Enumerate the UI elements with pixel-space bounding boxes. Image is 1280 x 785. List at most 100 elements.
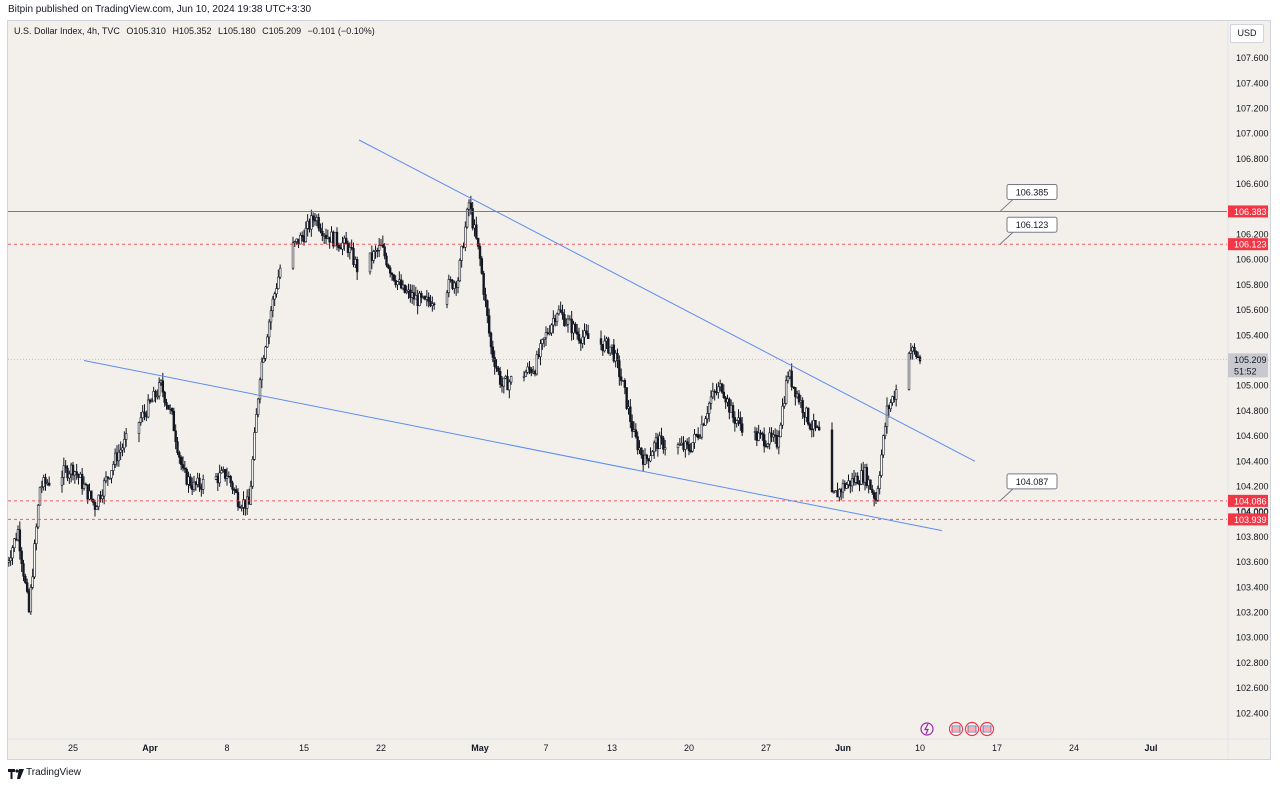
chart-frame: [7, 20, 1271, 760]
y-tick-label: 105.000: [1236, 381, 1269, 391]
published-by-text: Bitpin published on TradingView.com, Jun…: [8, 4, 312, 15]
candle-body: [652, 442, 656, 453]
candle-body: [799, 400, 803, 403]
candle-body: [779, 424, 782, 438]
x-tick-label: 7: [543, 743, 548, 753]
plot-area: [8, 139, 1227, 615]
candle-body: [909, 350, 913, 354]
candle-body: [16, 529, 20, 541]
candle-body: [159, 380, 163, 383]
candle-body: [410, 292, 414, 298]
y-tick-label: 103.600: [1236, 557, 1269, 567]
candle-body: [255, 414, 258, 433]
candle-body: [240, 507, 243, 509]
x-tick-label: 8: [224, 743, 229, 753]
candle-body: [484, 294, 487, 301]
candle-body: [709, 396, 713, 404]
candle-body: [102, 480, 106, 497]
candle-body: [581, 336, 584, 344]
candle-body: [233, 489, 236, 491]
candle-body: [508, 381, 511, 391]
candle-body: [548, 332, 551, 335]
candle-body: [618, 360, 621, 378]
candle-body: [194, 481, 198, 485]
candle-body: [310, 215, 313, 230]
candle-body: [335, 231, 339, 246]
candle-body: [275, 288, 278, 295]
candle-body: [863, 467, 867, 483]
candle-body: [706, 413, 709, 420]
candle-body: [124, 433, 128, 440]
candle-body: [698, 436, 702, 439]
candle-body: [256, 398, 260, 415]
tradingview-logo-icon: [8, 769, 24, 779]
candle-body: [839, 489, 843, 493]
candle-body: [783, 403, 786, 407]
candle-body: [113, 452, 117, 465]
candle-body: [355, 259, 359, 273]
candle-body: [689, 450, 693, 453]
candle-body: [139, 417, 143, 423]
candle-body: [112, 464, 115, 471]
candle-body: [907, 353, 911, 390]
candle-body: [322, 234, 326, 237]
candle-body: [500, 384, 504, 387]
currency-button[interactable]: USD: [1230, 24, 1264, 43]
candle-body: [330, 231, 333, 243]
candle-body: [79, 473, 82, 478]
candle-body: [476, 237, 480, 247]
lightning-event-icon[interactable]: [920, 722, 934, 736]
candle-body: [607, 338, 610, 354]
candle-body: [117, 451, 121, 462]
candle-body: [575, 331, 579, 335]
candle-body: [297, 238, 300, 245]
candle-body: [321, 230, 324, 237]
candle-body: [306, 220, 309, 229]
candle-body: [277, 276, 280, 289]
y-tick-label: 107.400: [1236, 78, 1269, 88]
callout-label: 104.087: [1016, 477, 1049, 487]
candle-body: [190, 485, 194, 490]
candle-body: [445, 292, 449, 305]
candle-body: [376, 250, 379, 252]
candle-body: [295, 238, 298, 242]
y-tick-label: 105.800: [1236, 280, 1269, 290]
candle-body: [223, 469, 227, 479]
candle-body: [509, 376, 513, 383]
candle-body: [75, 471, 78, 475]
candle-body: [429, 301, 432, 307]
candle-body: [88, 490, 91, 500]
candle-body: [601, 344, 605, 352]
candle-body: [847, 480, 850, 485]
candle-body: [693, 433, 696, 443]
y-tick-label: 102.800: [1236, 658, 1269, 668]
candle-body: [47, 482, 51, 486]
trendline-upper: [358, 139, 976, 462]
candle-body: [739, 417, 742, 425]
candle-body: [561, 311, 564, 315]
candle-body: [874, 498, 878, 501]
candle-body: [585, 330, 588, 334]
axis-level-label: 103.939: [1234, 515, 1267, 525]
candle-body: [506, 376, 509, 391]
candle-body: [157, 382, 161, 397]
candle-body: [69, 464, 73, 475]
candle-body: [641, 454, 645, 465]
candle-body: [916, 356, 920, 359]
candle-body: [619, 376, 623, 381]
candle-body: [308, 220, 311, 230]
candle-body: [867, 479, 870, 486]
candle-body: [872, 492, 876, 499]
candle-body: [566, 318, 570, 325]
candle-body: [449, 279, 452, 281]
candle-body: [627, 406, 630, 409]
candle-body: [577, 334, 581, 342]
candle-body: [541, 339, 544, 344]
candle-body: [273, 293, 276, 300]
candle-body: [238, 506, 242, 508]
candle-body: [849, 480, 852, 487]
candle-body: [161, 380, 165, 393]
axis-level-label: 104.086: [1234, 496, 1267, 506]
candle-body: [110, 470, 113, 479]
